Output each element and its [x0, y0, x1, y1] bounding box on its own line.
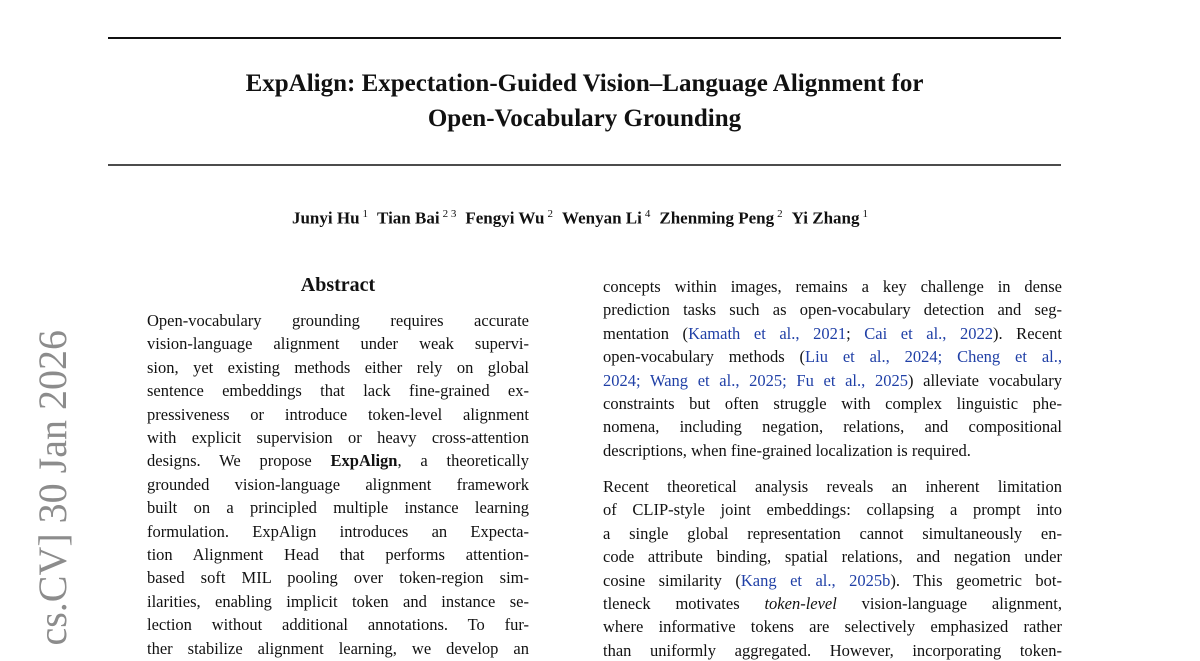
- text: vision-language alignment,: [836, 594, 1063, 613]
- text: vision-language alignment under weak sup…: [147, 334, 529, 354]
- text-line: constraints but often struggle with comp…: [603, 394, 1062, 414]
- text-line: lection without additional annotations. …: [147, 615, 529, 635]
- author-name: Zhenming Peng: [659, 208, 775, 228]
- author-name: Wenyan Li: [562, 208, 642, 228]
- italic-text: token-level: [764, 594, 837, 613]
- text: grounded vision-language alignment frame…: [147, 474, 529, 494]
- cite-text: Cai et al., 2022: [864, 323, 993, 343]
- text-line: prediction tasks such as open-vocabulary…: [603, 300, 1062, 320]
- text: descriptions, when fine-grained localiza…: [603, 440, 971, 460]
- author-affiliation: 1: [862, 208, 869, 220]
- author-affiliation: 4: [644, 208, 651, 220]
- text: than uniformly aggregated. However, inco…: [603, 640, 1062, 660]
- text-line: based soft MIL pooling over token-region…: [147, 568, 529, 588]
- text-line: where informative tokens are selectively…: [603, 617, 1062, 637]
- text-line: ther stabilize alignment learning, we de…: [147, 639, 529, 659]
- cite-text: Kamath et al., 2021: [688, 323, 847, 343]
- authors: Junyi Hu 1 Tian Bai 2 3 Fengyi Wu 2 Wenyan Li 4…: [108, 208, 1061, 229]
- title-line: ExpAlign: Expectation-Guided Vision–Lang…: [245, 70, 924, 97]
- arxiv-stamp: cs.CV] 30 Jan 2026: [30, 330, 75, 646]
- text-line: with explicit supervision or heavy cross…: [147, 428, 529, 448]
- text: ;: [846, 323, 865, 343]
- text: constraints but often struggle with comp…: [603, 394, 1062, 413]
- text-line: of CLIP-style joint embeddings: collapsi…: [603, 500, 1062, 520]
- text: Recent theoretical analysis reveals an i…: [603, 477, 1062, 496]
- text: ther stabilize alignment learning, we de…: [147, 638, 529, 658]
- text: based soft MIL pooling over token-region…: [147, 568, 529, 588]
- author-affiliation: 2: [547, 208, 554, 220]
- text: concepts within images, remains a key ch…: [603, 277, 1062, 296]
- text: ilarities, enabling implicit token and i…: [147, 591, 529, 611]
- text-line: open-vocabulary methods (Liu et al., 202…: [603, 347, 1062, 367]
- text: lection without additional annotations. …: [147, 615, 529, 635]
- text-line: designs. We propose ExpAlign, a theoreti…: [147, 451, 529, 471]
- text: mentation (: [603, 323, 689, 343]
- text: sion, yet existing methods either rely o…: [147, 357, 529, 377]
- text-line: descriptions, when fine-grained localiza…: [603, 441, 1062, 461]
- text: , a theoretically: [397, 451, 529, 471]
- cite-text: Liu et al., 2024; Cheng et al.,: [805, 347, 1062, 367]
- text: sentence embeddings that lack fine-grain…: [147, 381, 529, 401]
- text-line: code attribute binding, spatial relation…: [603, 547, 1062, 567]
- text: open-vocabulary methods (: [603, 347, 806, 367]
- author-affiliation: 2: [777, 208, 783, 220]
- text: where informative tokens are selectively…: [603, 617, 1062, 637]
- text-line: sentence embeddings that lack fine-grain…: [147, 381, 529, 401]
- text: tion Alignment Head that performs attent…: [147, 545, 529, 564]
- text: ). Recent: [992, 323, 1062, 343]
- text-line: sion, yet existing methods either rely o…: [147, 358, 529, 378]
- text-line: tleneck motivates token-level vision-lan…: [603, 594, 1062, 614]
- text: cosine similarity (: [603, 570, 741, 590]
- text: ). This geometric bot-: [890, 570, 1062, 590]
- text: nomena, including negation, relations, a…: [603, 417, 1062, 437]
- author-name: Junyi Hu: [291, 208, 360, 228]
- text: tleneck motivates: [603, 594, 765, 613]
- text-line: cosine similarity (Kang et al., 2025b). …: [603, 571, 1062, 591]
- author-affiliation: 2 3: [442, 208, 457, 220]
- text-line: than uniformly aggregated. However, inco…: [603, 641, 1062, 661]
- author-name: Yi Zhang: [791, 208, 860, 228]
- text-line: mentation (Kamath et al., 2021; Cai et a…: [603, 324, 1062, 344]
- text: prediction tasks such as open-vocabulary…: [603, 300, 1062, 320]
- text: with explicit supervision or heavy cross…: [147, 428, 529, 447]
- abstract-heading: Abstract: [300, 274, 376, 296]
- text: a single global representation cannot si…: [603, 523, 1062, 543]
- text-line: vision-language alignment under weak sup…: [147, 334, 529, 354]
- cite-text: Kang et al., 2025b: [740, 570, 891, 590]
- text-line: a single global representation cannot si…: [603, 524, 1062, 544]
- text-line: nomena, including negation, relations, a…: [603, 417, 1062, 437]
- author-name: Tian Bai: [377, 208, 440, 228]
- text: built on a principled multiple instance …: [147, 498, 529, 518]
- text: formulation. ExpAlign introduces an Expe…: [147, 521, 529, 541]
- author-affiliation: 1: [362, 208, 369, 220]
- cite-text: 2024; Wang et al., 2025; Fu et al., 2025: [603, 370, 908, 390]
- text-line: 2024; Wang et al., 2025; Fu et al., 2025…: [603, 371, 1062, 391]
- text: ) alleviate vocabulary: [907, 370, 1062, 390]
- bold-text: ExpAlign: [330, 451, 398, 471]
- text-line: ilarities, enabling implicit token and i…: [147, 592, 529, 612]
- text-line: tion Alignment Head that performs attent…: [147, 545, 529, 565]
- text: pressiveness or introduce token-level al…: [147, 404, 529, 424]
- text-line: built on a principled multiple instance …: [147, 498, 529, 518]
- text-line: grounded vision-language alignment frame…: [147, 475, 529, 495]
- text: code attribute binding, spatial relation…: [603, 547, 1062, 567]
- text: Open-vocabulary grounding requires accur…: [147, 311, 529, 330]
- title-line: Open-Vocabulary Grounding: [427, 105, 742, 132]
- text: of CLIP-style joint embeddings: collapsi…: [603, 500, 1062, 520]
- author-name: Fengyi Wu: [465, 208, 545, 228]
- text: designs. We propose: [147, 451, 331, 471]
- text-line: concepts within images, remains a key ch…: [603, 277, 1062, 297]
- text-line: pressiveness or introduce token-level al…: [147, 405, 529, 425]
- text-line: Recent theoretical analysis reveals an i…: [603, 477, 1062, 497]
- text-line: formulation. ExpAlign introduces an Expe…: [147, 522, 529, 542]
- text-line: Open-vocabulary grounding requires accur…: [147, 311, 529, 331]
